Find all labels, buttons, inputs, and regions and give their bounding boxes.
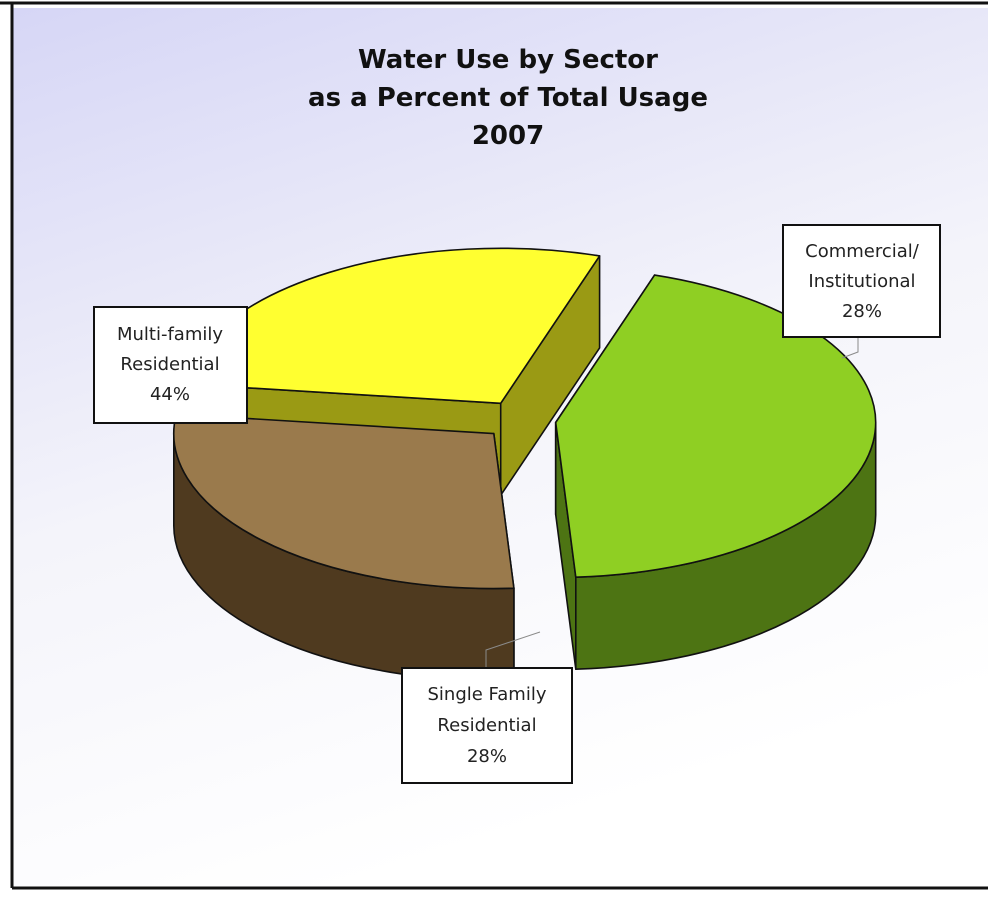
chart-title-line-3: 2007 <box>472 121 544 151</box>
slice-single-family-top <box>173 413 515 590</box>
callout-single-family-line-1: Single Family <box>428 684 547 705</box>
callout-multi-family-line-1: Multi-family <box>117 324 223 345</box>
callout-single-family: Single Family Residential 28% <box>401 667 573 784</box>
single-family-leader-line <box>485 631 541 668</box>
pie-3d <box>173 247 877 682</box>
chart-title-line-2: as a Percent of Total Usage <box>308 83 708 113</box>
callout-commercial: Commercial/ Institutional 28% <box>782 224 941 338</box>
callout-multi-family-line-3: 44% <box>150 384 190 405</box>
chart-title: Water Use by Sector as a Percent of Tota… <box>308 45 708 151</box>
callout-commercial-line-1: Commercial/ <box>805 241 920 262</box>
callout-single-family-box <box>401 667 573 784</box>
callout-commercial-line-3: 28% <box>842 301 882 322</box>
slice-multi-family-top <box>554 274 877 578</box>
callout-commercial-box <box>782 224 941 338</box>
callout-single-family-line-3: 28% <box>467 746 507 767</box>
callout-multi-family: Multi-family Residential 44% <box>93 306 248 424</box>
callout-commercial-line-2: Institutional <box>808 271 915 292</box>
chart-title-line-1: Water Use by Sector <box>358 45 658 75</box>
callout-multi-family-line-2: Residential <box>120 354 219 375</box>
callout-single-family-line-2: Residential <box>437 715 536 736</box>
callout-multi-family-box <box>93 306 248 424</box>
